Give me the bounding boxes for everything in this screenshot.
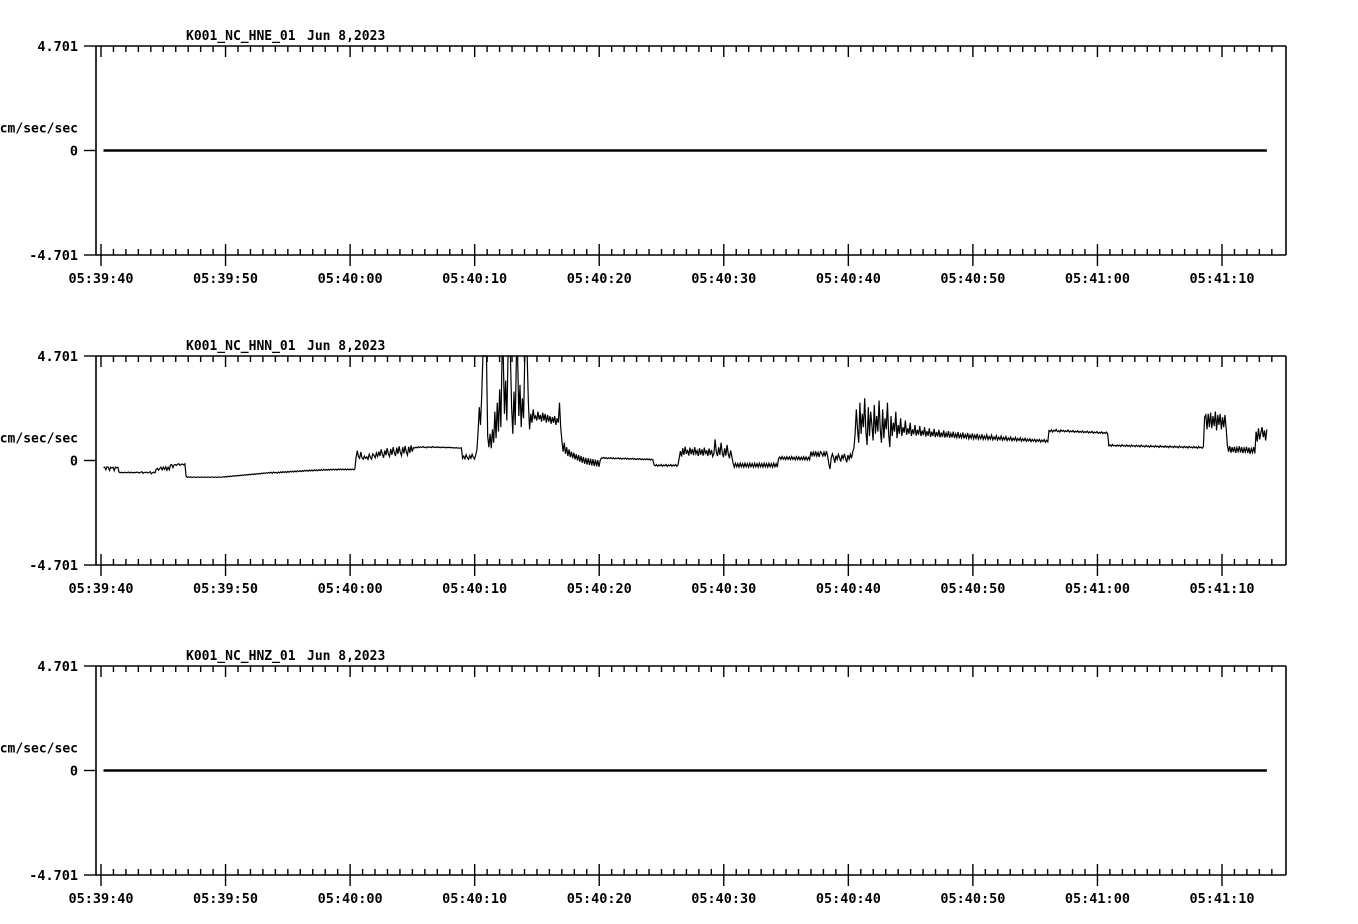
trace-panel-hne: 4.701 0 -4.701 cm/sec/sec 05:39:40 05:39:50 05… <box>0 0 1358 304</box>
x-tick-label: 05:39:40 <box>68 271 133 287</box>
x-tick-label: 05:41:10 <box>1189 271 1254 287</box>
x-tick-label: 05:41:00 <box>1065 581 1130 597</box>
y-tick-label: -4.701 <box>29 558 78 574</box>
x-tick-label: 05:40:10 <box>442 581 507 597</box>
x-tick-label: 05:40:20 <box>567 271 632 287</box>
x-tick-label: 05:40:50 <box>940 271 1005 287</box>
x-axis-ticks <box>100 356 1273 576</box>
x-tick-label: 05:39:50 <box>193 271 258 287</box>
x-tick-label: 05:40:40 <box>816 271 881 287</box>
trace-plot-hnz: 4.701 0 -4.701 cm/sec/sec 05:39:40 05:39:50 05… <box>0 649 1287 907</box>
y-tick-label: 4.701 <box>37 349 78 365</box>
x-tick-label: 05:41:00 <box>1065 271 1130 287</box>
trace-date: Jun 8,2023 <box>307 649 385 664</box>
x-tick-label: 05:40:30 <box>691 891 756 907</box>
x-tick-label: 05:39:50 <box>193 581 258 597</box>
x-tick-label: 05:41:00 <box>1065 891 1130 907</box>
trace-title: K001_NC_HNN_01 <box>186 339 296 354</box>
y-tick-label: 4.701 <box>37 39 78 55</box>
x-tick-label: 05:40:20 <box>567 891 632 907</box>
y-tick-label: -4.701 <box>29 248 78 264</box>
x-tick-label: 05:40:10 <box>442 891 507 907</box>
y-tick-label: 4.701 <box>37 659 78 675</box>
trace-date: Jun 8,2023 <box>307 29 385 44</box>
y-axis-ticks <box>84 355 96 566</box>
trace-title: K001_NC_HNE_01 <box>186 29 296 44</box>
x-tick-label: 05:40:50 <box>940 581 1005 597</box>
x-tick-label: 05:40:40 <box>816 891 881 907</box>
trace-panel-hnz: 4.701 0 -4.701 cm/sec/sec 05:39:40 05:39:50 05… <box>0 620 1358 924</box>
x-axis-ticks <box>100 666 1273 886</box>
y-axis-unit-label: cm/sec/sec <box>0 122 78 137</box>
x-tick-label: 05:39:50 <box>193 891 258 907</box>
x-tick-label: 05:40:00 <box>318 581 383 597</box>
plot-frame <box>95 45 1287 256</box>
trace-plot-hne: 4.701 0 -4.701 cm/sec/sec 05:39:40 05:39:50 05… <box>0 29 1287 287</box>
x-tick-label: 05:40:00 <box>318 891 383 907</box>
trace-date: Jun 8,2023 <box>307 339 385 354</box>
y-axis-ticks <box>84 45 96 256</box>
x-tick-label: 05:39:40 <box>68 891 133 907</box>
y-tick-label: 0 <box>70 764 78 780</box>
y-tick-label: -4.701 <box>29 868 78 884</box>
x-tick-label: 05:40:40 <box>816 581 881 597</box>
x-tick-label: 05:40:30 <box>691 271 756 287</box>
y-tick-label: 0 <box>70 144 78 160</box>
x-axis-ticks <box>100 46 1273 266</box>
x-tick-label: 05:40:10 <box>442 271 507 287</box>
x-tick-label: 05:41:10 <box>1189 891 1254 907</box>
x-tick-label: 05:40:00 <box>318 271 383 287</box>
x-tick-label: 05:41:10 <box>1189 581 1254 597</box>
trace-panel-hnn: 4.701 0 -4.701 cm/sec/sec 05:39:40 05:39:50 05… <box>0 310 1358 614</box>
x-tick-label: 05:40:30 <box>691 581 756 597</box>
y-axis-unit-label: cm/sec/sec <box>0 432 78 447</box>
y-axis-ticks <box>84 665 96 876</box>
plot-frame <box>95 355 1287 566</box>
x-tick-label: 05:40:50 <box>940 891 1005 907</box>
trace-title: K001_NC_HNZ_01 <box>186 649 296 664</box>
x-tick-label: 05:39:40 <box>68 581 133 597</box>
y-axis-unit-label: cm/sec/sec <box>0 742 78 757</box>
y-tick-label: 0 <box>70 454 78 470</box>
x-tick-label: 05:40:20 <box>567 581 632 597</box>
waveform-trace <box>103 355 1268 479</box>
trace-plot-hnn: 4.701 0 -4.701 cm/sec/sec 05:39:40 05:39:50 05… <box>0 339 1287 597</box>
